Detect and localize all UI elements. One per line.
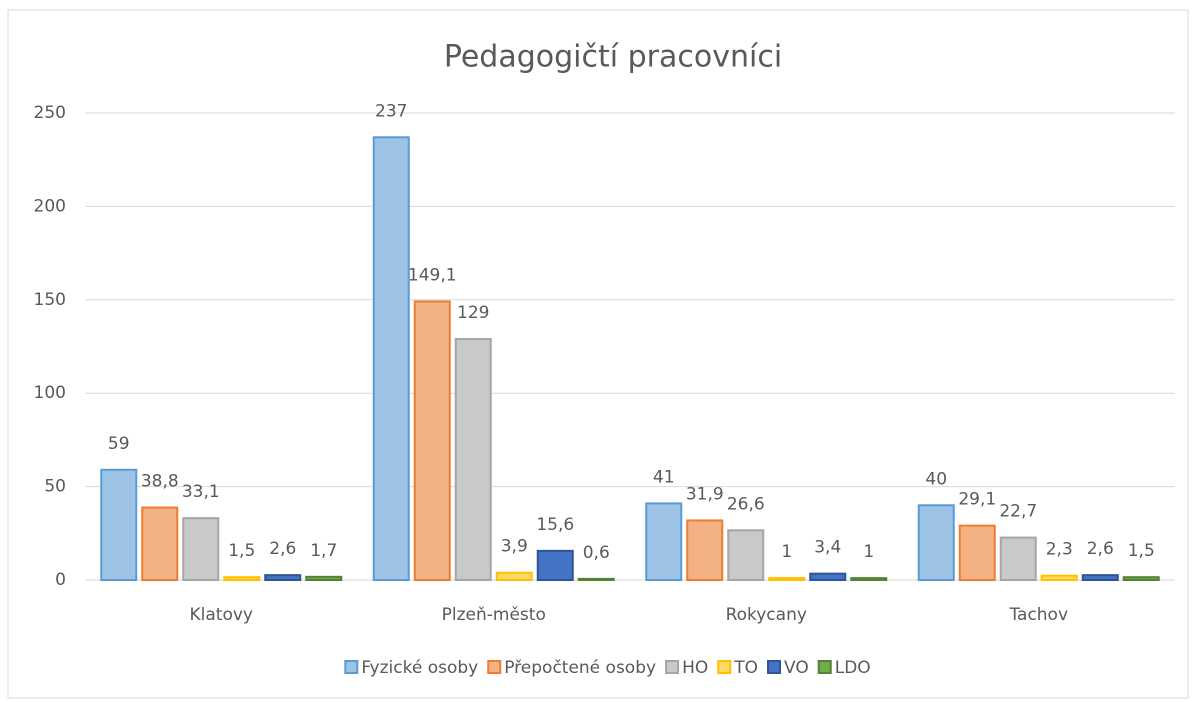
- data-label: 22,7: [999, 502, 1037, 522]
- data-label: 41: [653, 467, 675, 487]
- data-label: 33,1: [182, 482, 220, 502]
- bar: [1081, 574, 1119, 581]
- data-label: 59: [108, 434, 130, 454]
- data-label: 1,5: [228, 541, 255, 561]
- y-tick-label: 100: [34, 383, 66, 403]
- data-label: 26,6: [727, 494, 765, 514]
- bar: [645, 502, 683, 581]
- bar: [1040, 574, 1078, 582]
- data-label: 2,6: [269, 539, 296, 559]
- bar: [413, 300, 451, 581]
- bar: [495, 571, 533, 581]
- legend-swatch: [817, 660, 832, 674]
- x-tick-label: Klatovy: [190, 605, 253, 625]
- legend-swatch: [717, 660, 732, 674]
- data-label: 3,4: [814, 538, 841, 558]
- bar: [809, 572, 847, 582]
- data-label: 40: [925, 469, 947, 489]
- bar: [182, 517, 220, 581]
- x-tick-label: Rokycany: [726, 605, 807, 625]
- data-label: 1: [781, 542, 792, 562]
- legend-label: HO: [682, 658, 708, 678]
- chart-title: Pedagogičtí pracovníci: [444, 40, 782, 75]
- data-label: 237: [375, 101, 407, 121]
- bar: [454, 338, 492, 582]
- data-label: 38,8: [141, 472, 179, 492]
- bar: [372, 136, 410, 581]
- bar: [264, 574, 302, 581]
- data-label: 1,5: [1128, 541, 1155, 561]
- bar: [850, 577, 888, 582]
- data-label: 2,3: [1046, 540, 1073, 560]
- chart-frame: [7, 9, 1189, 699]
- data-label: 29,1: [958, 490, 996, 510]
- legend-swatch: [665, 660, 680, 674]
- bar: [305, 575, 343, 582]
- bar: [917, 504, 955, 581]
- bar: [958, 524, 996, 581]
- y-tick-label: 200: [34, 196, 66, 216]
- data-label: 1,7: [310, 541, 337, 561]
- bar: [141, 506, 179, 582]
- bar: [1122, 576, 1160, 581]
- legend-swatch: [767, 660, 781, 674]
- bar: [768, 577, 806, 582]
- bar: [223, 576, 261, 581]
- legend-label: TO: [733, 658, 758, 678]
- bar: [577, 577, 615, 582]
- data-label: 1: [863, 542, 874, 562]
- data-label: 129: [457, 303, 489, 323]
- x-tick-label: Tachov: [1008, 605, 1068, 625]
- bar: [999, 536, 1037, 581]
- y-tick-label: 50: [44, 477, 66, 497]
- legend-label: LDO: [835, 658, 871, 678]
- data-label: 15,6: [536, 515, 574, 535]
- bar: [727, 529, 765, 582]
- bar: [100, 468, 138, 581]
- x-tick-label: Plzeň-město: [442, 605, 546, 625]
- data-label: 31,9: [686, 484, 724, 504]
- legend-label: VO: [784, 658, 809, 678]
- data-label: 149,1: [408, 265, 457, 285]
- data-label: 2,6: [1087, 539, 1114, 559]
- legend-label: Fyzické osoby: [361, 658, 478, 678]
- legend-swatch: [487, 660, 502, 674]
- legend-label: Přepočtené osoby: [504, 658, 656, 678]
- bar: [686, 519, 724, 582]
- y-tick-label: 250: [34, 103, 66, 123]
- data-label: 0,6: [583, 543, 610, 563]
- bar: [536, 549, 574, 581]
- legend-swatch: [344, 660, 359, 674]
- y-tick-label: 150: [34, 290, 66, 310]
- data-label: 3,9: [501, 537, 528, 557]
- y-tick-label: 0: [55, 570, 66, 590]
